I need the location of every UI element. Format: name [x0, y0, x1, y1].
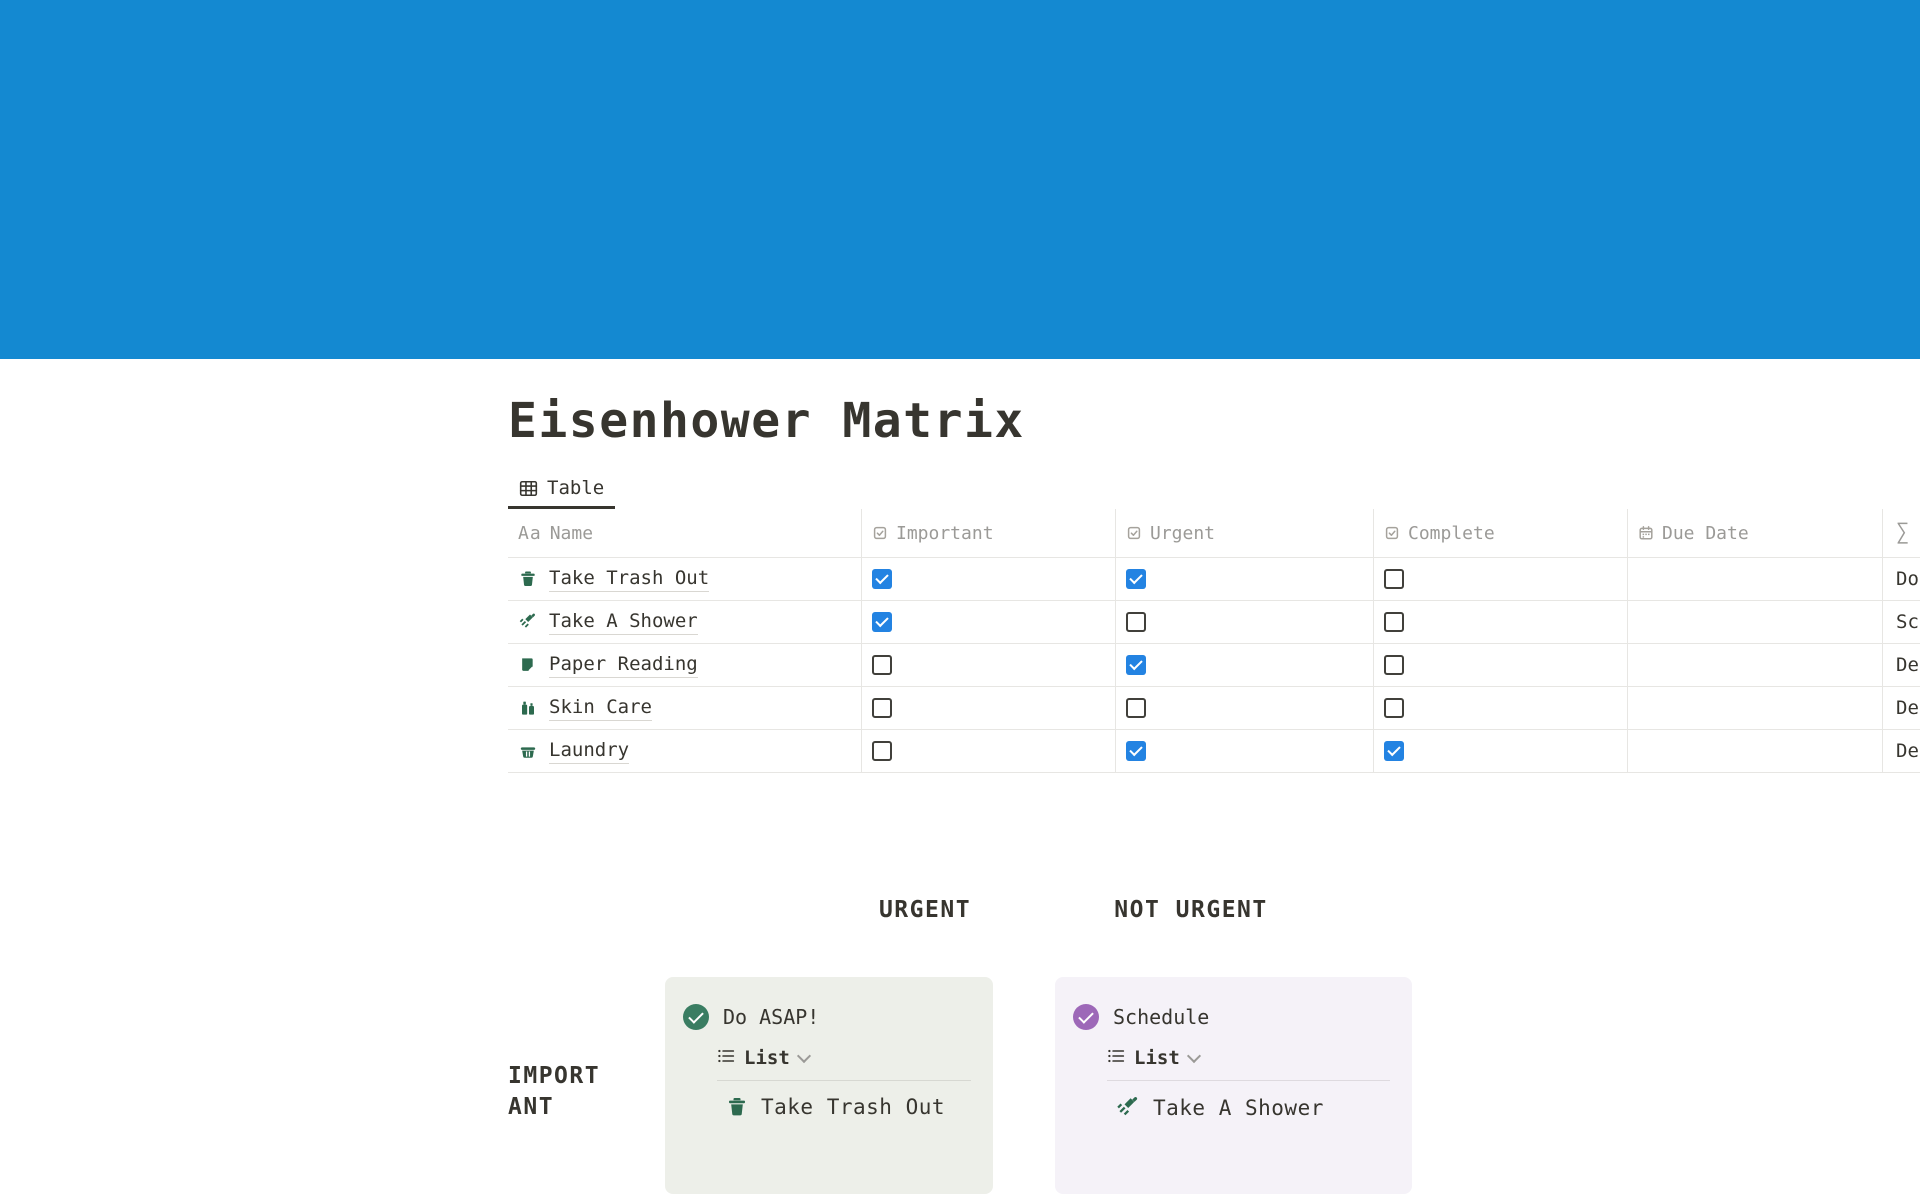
- task-name-link[interactable]: Take Trash Out: [549, 567, 710, 592]
- linked-view-toggle[interactable]: List: [1107, 1047, 1396, 1069]
- task-name-link[interactable]: Skin Care: [549, 696, 652, 721]
- important-checkbox[interactable]: [872, 655, 892, 675]
- due-date-cell[interactable]: [1627, 687, 1882, 729]
- book-icon: [518, 655, 538, 675]
- due-date-cell[interactable]: [1627, 558, 1882, 600]
- list-item-label: Take Trash Out: [761, 1095, 946, 1119]
- view-label: List: [744, 1047, 790, 1069]
- chevron-down-icon: [1186, 1048, 1201, 1064]
- complete-checkbox[interactable]: [1384, 569, 1404, 589]
- linked-view-toggle[interactable]: List: [717, 1047, 977, 1069]
- column-header-complete[interactable]: Complete: [1373, 509, 1627, 557]
- column-header-urgent[interactable]: Urgent: [1115, 509, 1373, 557]
- text-icon: Aa: [518, 522, 542, 544]
- column-header-formula[interactable]: ∑: [1882, 509, 1920, 557]
- list-icon: [1107, 1047, 1125, 1069]
- table-row: Laundry Delegate: [508, 730, 1920, 773]
- due-date-cell[interactable]: [1627, 601, 1882, 643]
- due-date-cell[interactable]: [1627, 644, 1882, 686]
- formula-icon: ∑: [1896, 520, 1910, 545]
- due-date-cell[interactable]: [1627, 730, 1882, 772]
- matrix-header-not-urgent: NOT URGENT: [1114, 897, 1268, 923]
- check-circle-icon: [1073, 1004, 1099, 1030]
- urgent-checkbox[interactable]: [1126, 612, 1146, 632]
- chevron-down-icon: [796, 1048, 811, 1064]
- tasks-table: Aa Name Important Urgent Complete Due Da…: [508, 509, 1920, 773]
- quadrant-do-asap: Do ASAP! List Take Trash Out: [665, 977, 993, 1194]
- shower-icon: [1115, 1095, 1141, 1121]
- list-item[interactable]: Take A Shower: [1115, 1095, 1396, 1121]
- complete-checkbox[interactable]: [1384, 698, 1404, 718]
- view-tab-bar: Table: [508, 470, 616, 509]
- table-icon: [519, 479, 538, 498]
- calendar-icon: [1638, 525, 1654, 541]
- checkbox-icon: [1126, 525, 1142, 541]
- list-item[interactable]: Take Trash Out: [725, 1095, 977, 1119]
- list-icon: [717, 1047, 735, 1069]
- divider: [717, 1080, 971, 1081]
- urgent-checkbox[interactable]: [1126, 655, 1146, 675]
- column-header-name[interactable]: Aa Name: [518, 522, 594, 544]
- checkbox-icon: [1384, 525, 1400, 541]
- task-name-link[interactable]: Take A Shower: [549, 610, 698, 635]
- urgent-checkbox[interactable]: [1126, 698, 1146, 718]
- table-row: Skin Care Delete: [508, 687, 1920, 730]
- trash-icon: [518, 569, 538, 589]
- complete-checkbox[interactable]: [1384, 741, 1404, 761]
- tab-label: Table: [547, 477, 605, 499]
- table-row: Take Trash Out Do ASAP!: [508, 558, 1920, 601]
- important-checkbox[interactable]: [872, 569, 892, 589]
- table-row: Take A Shower Schedule: [508, 601, 1920, 644]
- complete-checkbox[interactable]: [1384, 612, 1404, 632]
- page-title[interactable]: Eisenhower Matrix: [508, 393, 1025, 449]
- formula-cell[interactable]: Delegate: [1882, 644, 1920, 686]
- quadrant-title: Schedule: [1113, 1005, 1210, 1029]
- important-checkbox[interactable]: [872, 698, 892, 718]
- list-item-label: Take A Shower: [1153, 1096, 1324, 1120]
- formula-cell[interactable]: Do ASAP!: [1882, 558, 1920, 600]
- column-header-important[interactable]: Important: [861, 509, 1115, 557]
- formula-cell[interactable]: Delegate: [1882, 730, 1920, 772]
- basket-icon: [518, 741, 538, 761]
- urgent-checkbox[interactable]: [1126, 741, 1146, 761]
- important-checkbox[interactable]: [872, 741, 892, 761]
- matrix-header-important: IMPORTANT: [508, 1063, 601, 1120]
- task-name-link[interactable]: Laundry: [549, 739, 630, 764]
- divider: [1107, 1080, 1390, 1081]
- check-circle-icon: [683, 1004, 709, 1030]
- task-name-link[interactable]: Paper Reading: [549, 653, 698, 678]
- important-checkbox[interactable]: [872, 612, 892, 632]
- matrix-header-urgent: URGENT: [878, 897, 972, 923]
- shower-icon: [518, 612, 538, 632]
- quadrant-schedule: Schedule List Take A Shower: [1055, 977, 1412, 1194]
- column-header-due-date[interactable]: Due Date: [1627, 509, 1882, 557]
- complete-checkbox[interactable]: [1384, 655, 1404, 675]
- table-row: Paper Reading Delegate: [508, 644, 1920, 687]
- formula-cell[interactable]: Delete: [1882, 687, 1920, 729]
- view-label: List: [1134, 1047, 1180, 1069]
- quadrant-title: Do ASAP!: [723, 1005, 820, 1029]
- formula-cell[interactable]: Schedule: [1882, 601, 1920, 643]
- urgent-checkbox[interactable]: [1126, 569, 1146, 589]
- trash-icon: [725, 1095, 749, 1119]
- bottles-icon: [518, 698, 538, 718]
- table-header-row: Aa Name Important Urgent Complete Due Da…: [508, 509, 1920, 558]
- page-cover[interactable]: [0, 0, 1920, 359]
- tab-table-view[interactable]: Table: [508, 470, 616, 509]
- checkbox-icon: [872, 525, 888, 541]
